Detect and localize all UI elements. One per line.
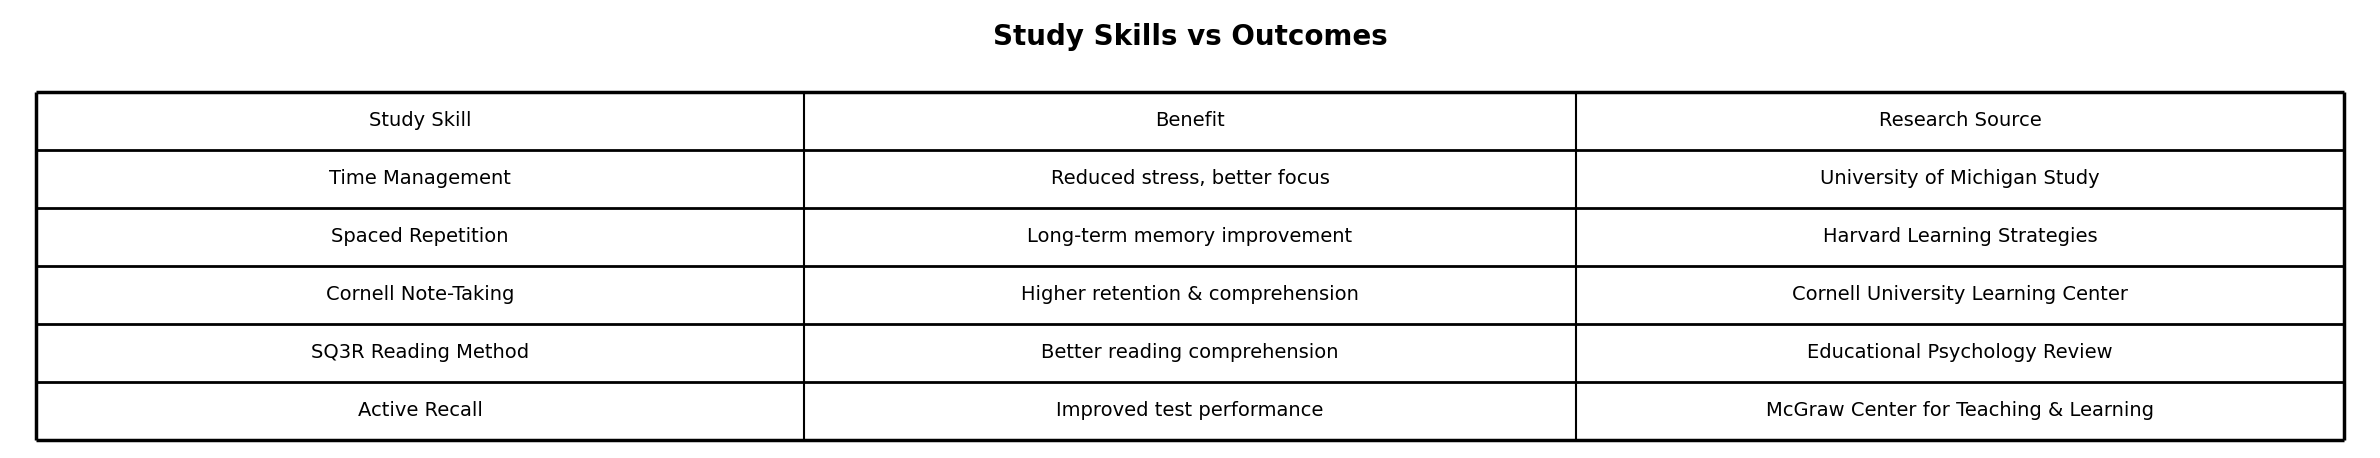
Text: Study Skill: Study Skill [369,111,471,130]
Text: Long-term memory improvement: Long-term memory improvement [1028,227,1352,246]
Text: Active Recall: Active Recall [357,401,483,420]
Text: Better reading comprehension: Better reading comprehension [1042,343,1338,362]
Text: Improved test performance: Improved test performance [1057,401,1323,420]
Text: McGraw Center for Teaching & Learning: McGraw Center for Teaching & Learning [1766,401,2154,420]
Text: Time Management: Time Management [328,169,512,188]
Text: Harvard Learning Strategies: Harvard Learning Strategies [1823,227,2097,246]
Bar [36,92,2344,440]
Text: Research Source: Research Source [1878,111,2042,130]
Text: Cornell Note-Taking: Cornell Note-Taking [326,285,514,304]
Text: Benefit: Benefit [1154,111,1226,130]
Text: Reduced stress, better focus: Reduced stress, better focus [1050,169,1330,188]
Text: Cornell University Learning Center: Cornell University Learning Center [1792,285,2128,304]
Text: Spaced Repetition: Spaced Repetition [331,227,509,246]
Text: Study Skills vs Outcomes: Study Skills vs Outcomes [992,23,1388,51]
Text: Educational Psychology Review: Educational Psychology Review [1806,343,2113,362]
Text: Higher retention & comprehension: Higher retention & comprehension [1021,285,1359,304]
Text: University of Michigan Study: University of Michigan Study [1821,169,2099,188]
Text: SQ3R Reading Method: SQ3R Reading Method [312,343,528,362]
